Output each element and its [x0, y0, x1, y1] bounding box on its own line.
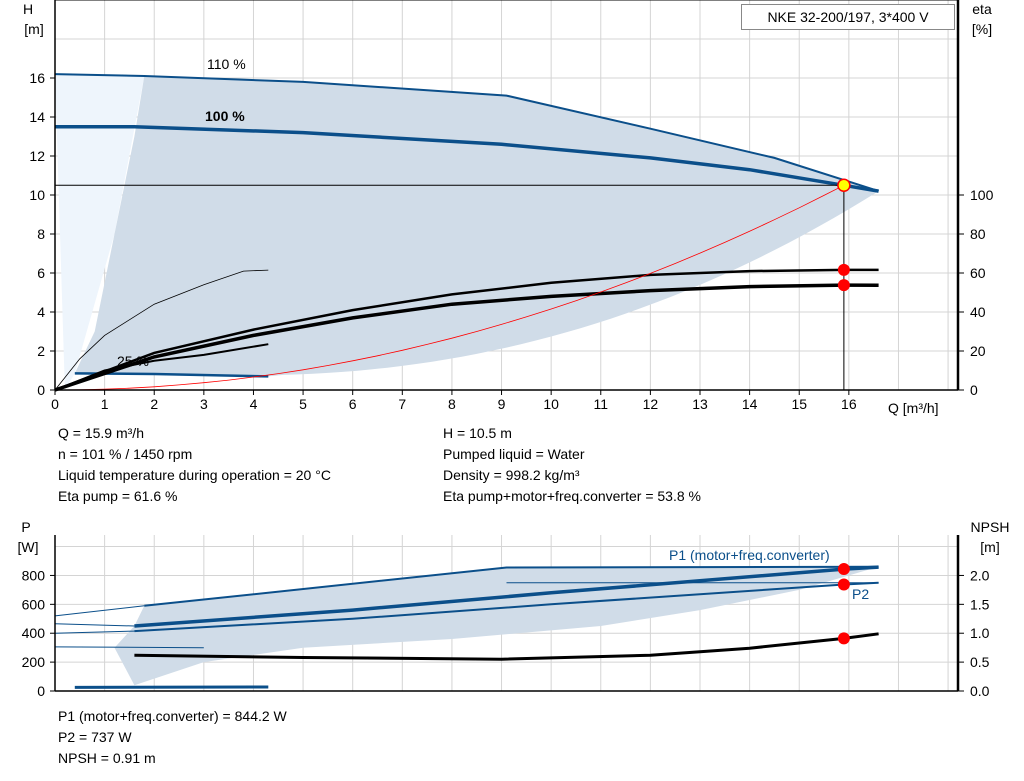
x-tick-label: 7 [398, 396, 406, 412]
h-tick-label: 4 [37, 304, 45, 320]
npsh-tick-label: 0.0 [970, 683, 990, 699]
label-25: 25 % [117, 353, 149, 369]
npsh-tick-label: 2.0 [970, 567, 990, 583]
h-tick-label: 0 [37, 382, 45, 398]
h-tick-label: 10 [29, 187, 45, 203]
eta-axis-unit: [%] [972, 21, 992, 37]
p1-label: P1 (motor+freq.converter) [669, 547, 830, 563]
info-bottom: P1 (motor+freq.converter) = 844.2 W P2 =… [58, 706, 287, 769]
eta-tick-label: 40 [970, 304, 986, 320]
x-tick-label: 2 [150, 396, 158, 412]
info-top-left: Q = 15.9 m³/h n = 101 % / 1450 rpm Liqui… [58, 423, 331, 507]
x-tick-label: 4 [250, 396, 258, 412]
h-tick-label: 12 [29, 148, 45, 164]
x-tick-label: 10 [543, 396, 559, 412]
x-tick-label: 8 [448, 396, 456, 412]
x-tick-label: 6 [349, 396, 357, 412]
series-eta-thin [54, 269, 269, 391]
h-tick-label: 16 [29, 70, 45, 86]
series-eta-25- [54, 343, 269, 391]
p-tick-label: 0 [37, 683, 45, 699]
npsh-tick-label: 0.5 [970, 654, 990, 670]
series-p1-100- [134, 565, 879, 628]
eta-tick-label: 80 [970, 226, 986, 242]
p-axis-unit: [W] [18, 539, 39, 555]
x-tick-label: 3 [200, 396, 208, 412]
x-tick-label: 0 [51, 396, 59, 412]
info-density: Density = 998.2 kg/m³ [443, 467, 580, 483]
power-ext-line [54, 630, 135, 634]
x-tick-label: 16 [841, 396, 857, 412]
p-tick-label: 800 [22, 567, 46, 583]
label-110: 110 % [207, 56, 246, 72]
eta-pump-marker [837, 263, 850, 276]
x-tick-label: 5 [299, 396, 307, 412]
info-eta-pump: Eta pump = 61.6 % [58, 488, 178, 504]
system-curve [54, 184, 845, 391]
h-axis-unit: [m] [24, 21, 43, 37]
series-eta-pump [54, 268, 879, 392]
x-tick-label: 14 [742, 396, 758, 412]
p-axis-label: P [21, 519, 30, 535]
label-100: 100 % [205, 108, 245, 124]
x-tick-label: 11 [593, 396, 608, 412]
eta-tick-label: 60 [970, 265, 986, 281]
x-tick-label: 9 [498, 396, 506, 412]
h-axis-label: H [23, 1, 33, 17]
info-temp: Liquid temperature during operation = 20… [58, 467, 331, 483]
eta-tick-label: 20 [970, 343, 986, 359]
h-tick-label: 8 [37, 226, 45, 242]
h110-ext [54, 73, 145, 77]
info-p2: P2 = 737 W [58, 729, 132, 745]
p2-label: P2 [852, 586, 869, 602]
series-p2-100- [134, 581, 879, 633]
p2-marker [837, 578, 850, 591]
h-tick-label: 14 [29, 109, 45, 125]
light-region [55, 74, 145, 390]
info-n: n = 101 % / 1450 rpm [58, 446, 193, 462]
info-p1: P1 (motor+freq.converter) = 844.2 W [58, 708, 287, 724]
info-liquid: Pumped liquid = Water [443, 446, 585, 462]
power-ext-line [54, 605, 145, 617]
series-eta-pump-motor-freq-converter [54, 283, 879, 392]
power-band [114, 566, 879, 686]
x-tick-label: 15 [791, 396, 807, 412]
power-ext-line [54, 646, 204, 649]
npsh-tick-label: 1.5 [970, 596, 990, 612]
info-eta-total: Eta pump+motor+freq.converter = 53.8 % [443, 488, 701, 504]
p1-marker [837, 563, 850, 576]
eta-axis-label: eta [972, 1, 992, 17]
operating-point-marker [837, 178, 851, 192]
p-tick-label: 600 [22, 596, 46, 612]
pump-title: NKE 32-200/197, 3*400 V [741, 4, 955, 30]
info-npsh: NPSH = 0.91 m [58, 750, 156, 766]
info-q: Q = 15.9 m³/h [58, 425, 144, 441]
q-axis-label: Q [m³/h] [888, 400, 939, 416]
npsh-axis-unit: [m] [980, 539, 999, 555]
p-tick-label: 400 [22, 625, 46, 641]
h-tick-label: 2 [37, 343, 45, 359]
p-tick-label: 200 [22, 654, 46, 670]
h-tick-label: 6 [37, 265, 45, 281]
operating-band [74, 76, 879, 377]
npsh-axis-label: NPSH [971, 519, 1010, 535]
npsh-tick-label: 1.0 [970, 625, 990, 641]
npsh-marker [837, 632, 850, 645]
info-h: H = 10.5 m [443, 425, 512, 441]
x-tick-label: 1 [101, 396, 109, 412]
x-tick-label: 12 [643, 396, 659, 412]
series-p1-110- [144, 565, 879, 607]
info-top-right: H = 10.5 m Pumped liquid = Water Density… [443, 423, 701, 507]
power-ext-line [54, 623, 135, 627]
eta-tick-label: 0 [970, 382, 978, 398]
eta-tick-label: 100 [970, 187, 994, 203]
x-tick-label: 13 [692, 396, 708, 412]
eta-total-marker [837, 279, 850, 292]
series-h-100- [55, 125, 879, 193]
